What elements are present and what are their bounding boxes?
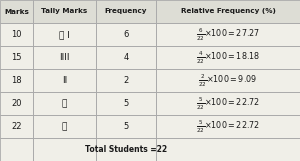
- Bar: [96, 0, 156, 23]
- Bar: [156, 115, 300, 138]
- Bar: [0, 0, 33, 23]
- Text: 20: 20: [11, 99, 22, 108]
- Text: Total Students =22: Total Students =22: [85, 145, 167, 154]
- Text: 4: 4: [123, 53, 129, 62]
- Bar: [0, 138, 33, 161]
- Bar: [33, 138, 96, 161]
- Bar: [0, 23, 33, 46]
- Text: $\frac{6}{22}$$\times$$100 = $27.27: $\frac{6}{22}$$\times$$100 = $27.27: [196, 26, 260, 43]
- Text: Marks: Marks: [4, 9, 29, 14]
- Bar: [96, 138, 156, 161]
- Bar: [96, 46, 156, 69]
- Text: 10: 10: [11, 30, 22, 39]
- Text: IIII: IIII: [59, 53, 70, 62]
- Bar: [33, 92, 96, 115]
- Text: 18: 18: [11, 76, 22, 85]
- Bar: [156, 92, 300, 115]
- Bar: [0, 92, 33, 115]
- Bar: [33, 23, 96, 46]
- Bar: [33, 69, 96, 92]
- Bar: [156, 138, 300, 161]
- Bar: [96, 69, 156, 92]
- Text: $\frac{4}{22}$$\times$$100 = $18.18: $\frac{4}{22}$$\times$$100 = $18.18: [196, 49, 260, 66]
- Text: 22: 22: [11, 122, 22, 131]
- Text: 6: 6: [123, 30, 129, 39]
- Text: ꀒ: ꀒ: [62, 99, 67, 108]
- Bar: [96, 0, 156, 23]
- Bar: [156, 92, 300, 115]
- Bar: [0, 115, 33, 138]
- Bar: [156, 0, 300, 23]
- Bar: [0, 46, 33, 69]
- Text: 5: 5: [123, 99, 129, 108]
- Bar: [156, 69, 300, 92]
- Text: $\frac{5}{22}$$\times$$100 = $22.72: $\frac{5}{22}$$\times$$100 = $22.72: [196, 118, 260, 135]
- Bar: [33, 46, 96, 69]
- Bar: [156, 69, 300, 92]
- Bar: [96, 92, 156, 115]
- Bar: [156, 23, 300, 46]
- Bar: [0, 69, 33, 92]
- Bar: [0, 69, 33, 92]
- Bar: [96, 138, 156, 161]
- Bar: [33, 23, 96, 46]
- Bar: [33, 115, 96, 138]
- Bar: [96, 69, 156, 92]
- Text: 5: 5: [123, 122, 129, 131]
- Bar: [33, 0, 96, 23]
- Bar: [33, 0, 96, 23]
- Text: Tally Marks: Tally Marks: [41, 9, 88, 14]
- Bar: [96, 23, 156, 46]
- Bar: [156, 115, 300, 138]
- Bar: [96, 92, 156, 115]
- Bar: [156, 46, 300, 69]
- Text: 2: 2: [123, 76, 129, 85]
- Text: ꀒ: ꀒ: [62, 122, 67, 131]
- Bar: [156, 138, 300, 161]
- Bar: [96, 115, 156, 138]
- Text: $\frac{2}{22}$$\times$$100 = $9.09: $\frac{2}{22}$$\times$$100 = $9.09: [198, 72, 258, 89]
- Bar: [33, 115, 96, 138]
- Bar: [0, 46, 33, 69]
- Text: Frequency: Frequency: [105, 9, 147, 14]
- Bar: [33, 46, 96, 69]
- Bar: [96, 23, 156, 46]
- Bar: [33, 69, 96, 92]
- Text: $\frac{5}{22}$$\times$$100 = $22.72: $\frac{5}{22}$$\times$$100 = $22.72: [196, 95, 260, 112]
- Bar: [156, 46, 300, 69]
- Bar: [33, 138, 96, 161]
- Text: II: II: [62, 76, 67, 85]
- Bar: [156, 0, 300, 23]
- Text: 15: 15: [11, 53, 22, 62]
- Bar: [0, 138, 33, 161]
- Text: ꀒ I: ꀒ I: [59, 30, 70, 39]
- Text: Relative Frequency (%): Relative Frequency (%): [181, 9, 275, 14]
- Bar: [96, 46, 156, 69]
- Bar: [96, 115, 156, 138]
- Bar: [0, 0, 33, 23]
- Bar: [156, 23, 300, 46]
- Bar: [33, 92, 96, 115]
- Bar: [0, 92, 33, 115]
- Bar: [0, 115, 33, 138]
- Bar: [0, 23, 33, 46]
